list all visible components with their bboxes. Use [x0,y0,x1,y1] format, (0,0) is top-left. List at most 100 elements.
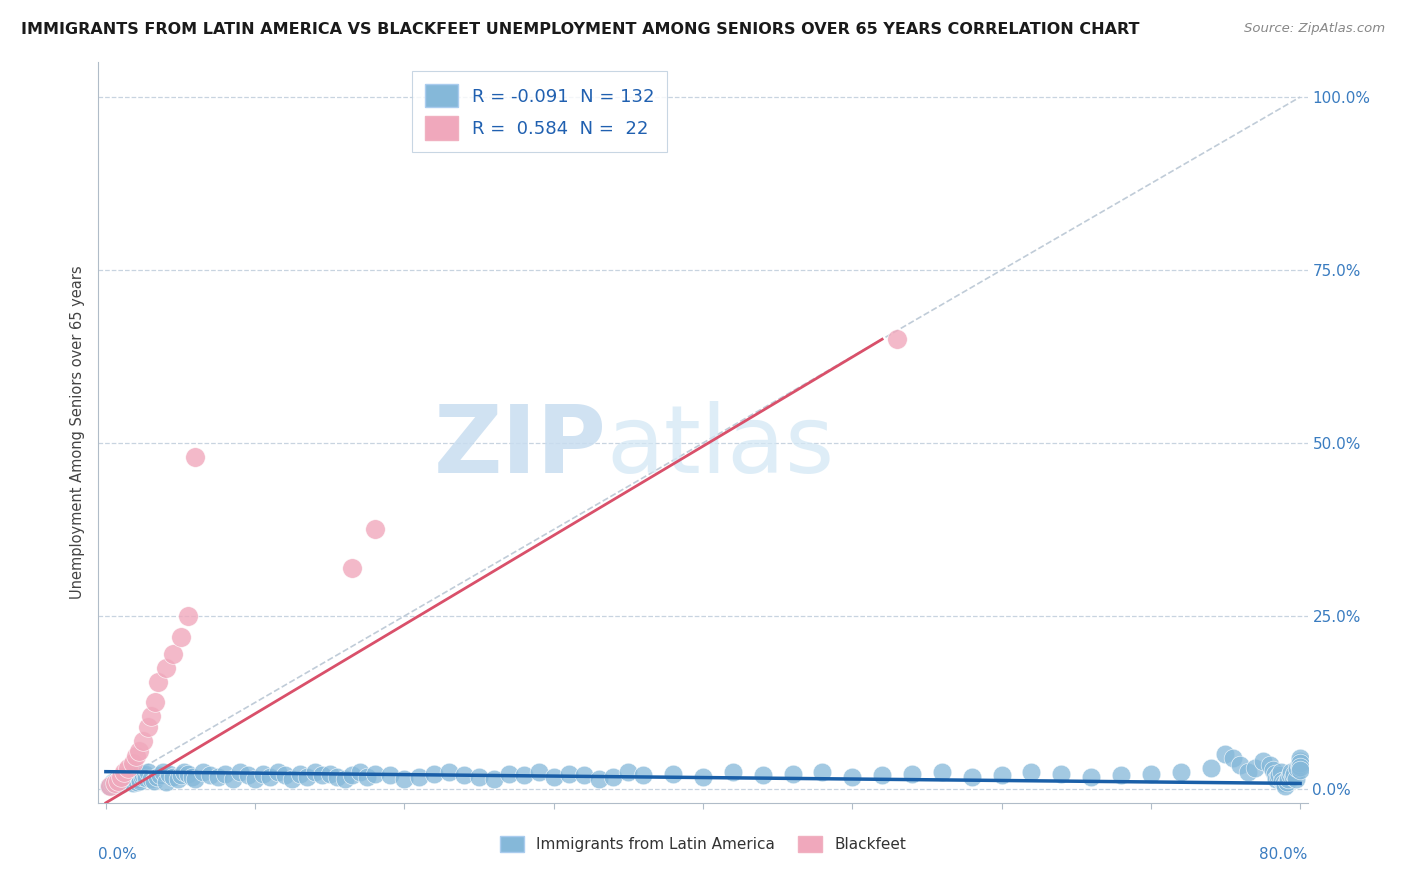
Point [1244,761,1267,775]
Point [155,775,177,789]
Point [1170,764,1192,779]
Point [177,609,200,624]
Point [181,770,204,784]
Point [960,770,983,784]
Point [1021,764,1043,779]
Point [110,770,132,784]
Point [617,764,640,779]
Point [557,766,579,780]
Point [311,768,333,782]
Point [1199,761,1222,775]
Point [136,720,159,734]
Point [132,768,155,782]
Point [513,768,536,782]
Point [122,769,145,783]
Point [105,778,128,792]
Point [157,766,180,780]
Point [166,772,188,786]
Point [378,768,401,782]
Point [453,768,475,782]
Point [1270,764,1292,779]
Point [662,766,685,780]
Point [214,766,236,780]
Point [1285,772,1308,786]
Legend: Immigrants from Latin America, Blackfeet: Immigrants from Latin America, Blackfeet [494,830,912,858]
Point [139,709,162,723]
Point [423,766,446,780]
Point [259,770,281,784]
Point [1222,751,1244,765]
Point [1264,766,1286,780]
Point [297,770,319,784]
Text: atlas: atlas [606,401,835,493]
Point [1289,756,1312,770]
Point [1265,772,1288,786]
Point [363,523,385,537]
Point [125,764,148,779]
Point [243,772,266,786]
Point [543,770,565,784]
Point [439,764,461,779]
Point [886,332,908,346]
Point [200,768,222,782]
Point [811,764,834,779]
Point [782,766,804,780]
Point [349,764,371,779]
Point [145,770,167,784]
Point [901,766,924,780]
Point [128,772,150,786]
Point [527,764,550,779]
Point [110,770,132,784]
Point [177,766,200,780]
Point [114,771,136,785]
Point [1289,751,1312,765]
Y-axis label: Unemployment Among Seniors over 65 years: Unemployment Among Seniors over 65 years [70,266,86,599]
Point [1279,764,1302,779]
Point [990,768,1012,782]
Point [1289,763,1312,777]
Text: Source: ZipAtlas.com: Source: ZipAtlas.com [1244,22,1385,36]
Point [101,776,124,790]
Point [841,770,863,784]
Point [162,647,184,661]
Point [117,761,139,775]
Point [408,770,430,784]
Point [118,770,141,784]
Point [1109,768,1132,782]
Point [281,772,304,786]
Point [117,772,139,787]
Point [222,772,245,786]
Point [394,772,416,786]
Point [1277,772,1299,786]
Point [1281,770,1303,784]
Point [110,777,132,791]
Point [319,766,342,780]
Point [1289,754,1312,768]
Point [107,773,129,788]
Point [184,772,207,786]
Point [1258,757,1281,772]
Point [326,770,349,784]
Point [1215,747,1237,762]
Point [135,771,157,785]
Point [121,776,143,790]
Point [169,630,191,644]
Point [111,774,134,789]
Point [588,772,610,786]
Point [132,733,155,747]
Point [602,770,624,784]
Point [149,768,172,782]
Point [572,768,595,782]
Point [340,768,363,782]
Point [288,766,311,780]
Point [1272,776,1295,790]
Point [333,772,356,786]
Point [115,768,138,782]
Point [120,766,142,780]
Point [97,779,120,793]
Point [128,744,150,758]
Point [207,770,229,784]
Point [482,772,505,786]
Point [134,766,156,780]
Point [136,765,159,780]
